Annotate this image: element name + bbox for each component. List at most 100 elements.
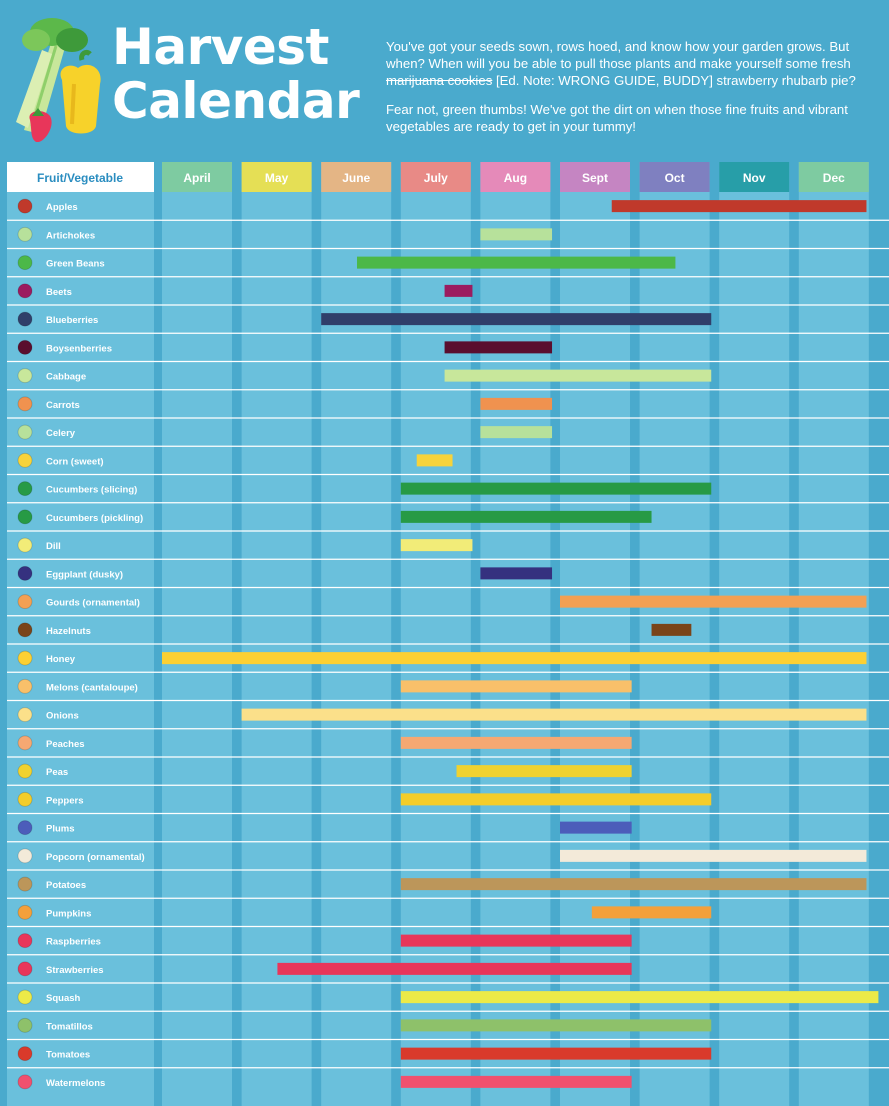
artichoke-icon bbox=[17, 226, 33, 242]
row-label-carrots: Carrots bbox=[46, 400, 80, 411]
month-column-april bbox=[162, 162, 232, 1106]
month-label-nov: Nov bbox=[743, 171, 766, 185]
row-label-cabbage: Cabbage bbox=[46, 372, 86, 383]
row-label-hazelnuts: Hazelnuts bbox=[46, 626, 91, 637]
harvest-bar-potatoes bbox=[400, 878, 867, 891]
intro-part-1: You've got your seeds sown, rows hoed, a… bbox=[386, 39, 851, 71]
month-header-cell-dec bbox=[798, 162, 869, 192]
row-label-peas: Peas bbox=[46, 767, 68, 778]
row-label-tomatoes: Tomatoes bbox=[46, 1050, 90, 1061]
intro-paragraph-1: You've got your seeds sown, rows hoed, a… bbox=[386, 38, 876, 89]
harvest-bar-strawberries bbox=[277, 962, 632, 975]
cabbage-icon bbox=[17, 368, 33, 384]
cantaloupe-icon bbox=[17, 678, 33, 694]
month-header-cell-may bbox=[241, 162, 312, 192]
honey-icon bbox=[17, 650, 33, 666]
month-label-dec: Dec bbox=[823, 171, 845, 185]
fruit-vegetable-header: Fruit/Vegetable bbox=[37, 171, 123, 185]
squash-icon bbox=[17, 989, 33, 1005]
blueberry-icon bbox=[17, 311, 33, 327]
row-label-raspberries: Raspberries bbox=[46, 937, 101, 948]
month-header-cell-nov bbox=[719, 162, 790, 192]
row-label-strawberries: Strawberries bbox=[46, 965, 104, 976]
row-label-popcorn-ornamental: Popcorn (ornamental) bbox=[46, 852, 145, 863]
harvest-bar-tomatillos bbox=[400, 1019, 712, 1032]
boysenberry-icon bbox=[17, 339, 33, 355]
row-label-onions: Onions bbox=[46, 711, 79, 722]
month-header-cell-sept bbox=[560, 162, 630, 192]
row-label-watermelons: Watermelons bbox=[46, 1078, 105, 1089]
row-label-squash: Squash bbox=[46, 993, 81, 1004]
strawberry-icon bbox=[17, 961, 33, 977]
row-label-corn-sweet: Corn (sweet) bbox=[46, 456, 104, 467]
gourd-icon bbox=[17, 594, 33, 610]
harvest-bar-blueberries bbox=[321, 313, 712, 326]
row-label-cucumbers-slicing: Cucumbers (slicing) bbox=[46, 485, 137, 496]
harvest-bar-cucumbers-pickling bbox=[400, 510, 652, 523]
harvest-bar-peppers bbox=[400, 793, 712, 806]
row-label-eggplant-dusky: Eggplant (dusky) bbox=[46, 569, 123, 580]
raspberry-icon bbox=[17, 933, 33, 949]
harvest-bar-raspberries bbox=[400, 934, 632, 947]
harvest-bar-popcorn-ornamental bbox=[560, 849, 867, 862]
dill-icon bbox=[17, 537, 33, 553]
month-column-may bbox=[241, 162, 312, 1106]
row-label-peaches: Peaches bbox=[46, 739, 85, 750]
harvest-bar-boysenberries bbox=[444, 341, 553, 354]
harvest-bar-cabbage bbox=[444, 369, 712, 382]
tomato-icon bbox=[17, 1046, 33, 1062]
harvest-bar-apples bbox=[611, 200, 867, 213]
fruit-vegetable-header-cell bbox=[7, 162, 154, 192]
potato-icon bbox=[17, 876, 33, 892]
row-label-apples: Apples bbox=[46, 202, 78, 213]
harvest-bar-corn-sweet bbox=[416, 454, 453, 467]
cucumber-pickling-icon bbox=[17, 509, 33, 525]
month-column-nov bbox=[719, 162, 790, 1106]
carrot-icon bbox=[17, 396, 33, 412]
row-label-beets: Beets bbox=[46, 287, 72, 298]
month-label-aug: Aug bbox=[504, 171, 527, 185]
pea-icon bbox=[17, 763, 33, 779]
title-line-1: Harvest bbox=[112, 18, 329, 76]
harvest-bar-beets bbox=[444, 284, 473, 297]
watermelon-icon bbox=[17, 1074, 33, 1090]
month-column-dec bbox=[798, 162, 869, 1106]
pumpkin-icon bbox=[17, 904, 33, 920]
row-label-blueberries: Blueberries bbox=[46, 315, 98, 326]
row-label-cucumbers-pickling: Cucumbers (pickling) bbox=[46, 513, 143, 524]
month-header-cell-july bbox=[400, 162, 471, 192]
harvest-bar-squash bbox=[400, 991, 879, 1004]
harvest-bar-carrots bbox=[480, 397, 553, 410]
month-header-cell-aug bbox=[480, 162, 551, 192]
eggplant-icon bbox=[17, 565, 33, 581]
harvest-bar-plums bbox=[560, 821, 632, 834]
row-label-melons-cantaloupe: Melons (cantaloupe) bbox=[46, 682, 138, 693]
pepper-icon bbox=[17, 791, 33, 807]
harvest-bar-onions bbox=[241, 708, 867, 721]
harvest-bar-dill bbox=[400, 539, 473, 552]
harvest-bar-honey bbox=[162, 652, 867, 665]
intro-text: You've got your seeds sown, rows hoed, a… bbox=[386, 38, 876, 147]
produce-illustration-icon bbox=[16, 18, 101, 142]
harvest-bar-pumpkins bbox=[591, 906, 712, 919]
row-label-pumpkins: Pumpkins bbox=[46, 908, 91, 919]
row-label-peppers: Peppers bbox=[46, 795, 84, 806]
title-line-2: Calendar bbox=[112, 72, 360, 130]
tomatillo-icon bbox=[17, 1017, 33, 1033]
row-label-plums: Plums bbox=[46, 824, 75, 835]
harvest-bar-hazelnuts bbox=[651, 623, 692, 636]
harvest-bar-peaches bbox=[400, 736, 632, 749]
apple-icon bbox=[17, 198, 33, 214]
month-label-june: June bbox=[342, 171, 370, 185]
intro-paragraph-2: Fear not, green thumbs! We've got the di… bbox=[386, 102, 848, 134]
harvest-bar-celery bbox=[480, 426, 553, 439]
row-label-potatoes: Potatoes bbox=[46, 880, 86, 891]
hazelnut-icon bbox=[17, 622, 33, 638]
beet-icon bbox=[17, 283, 33, 299]
row-label-celery: Celery bbox=[46, 428, 76, 439]
intro-part-2: [Ed. Note: WRONG GUIDE, BUDDY] strawberr… bbox=[492, 73, 856, 88]
month-label-oct: Oct bbox=[665, 171, 685, 185]
month-header-cell-april bbox=[162, 162, 232, 192]
month-label-may: May bbox=[265, 171, 289, 185]
